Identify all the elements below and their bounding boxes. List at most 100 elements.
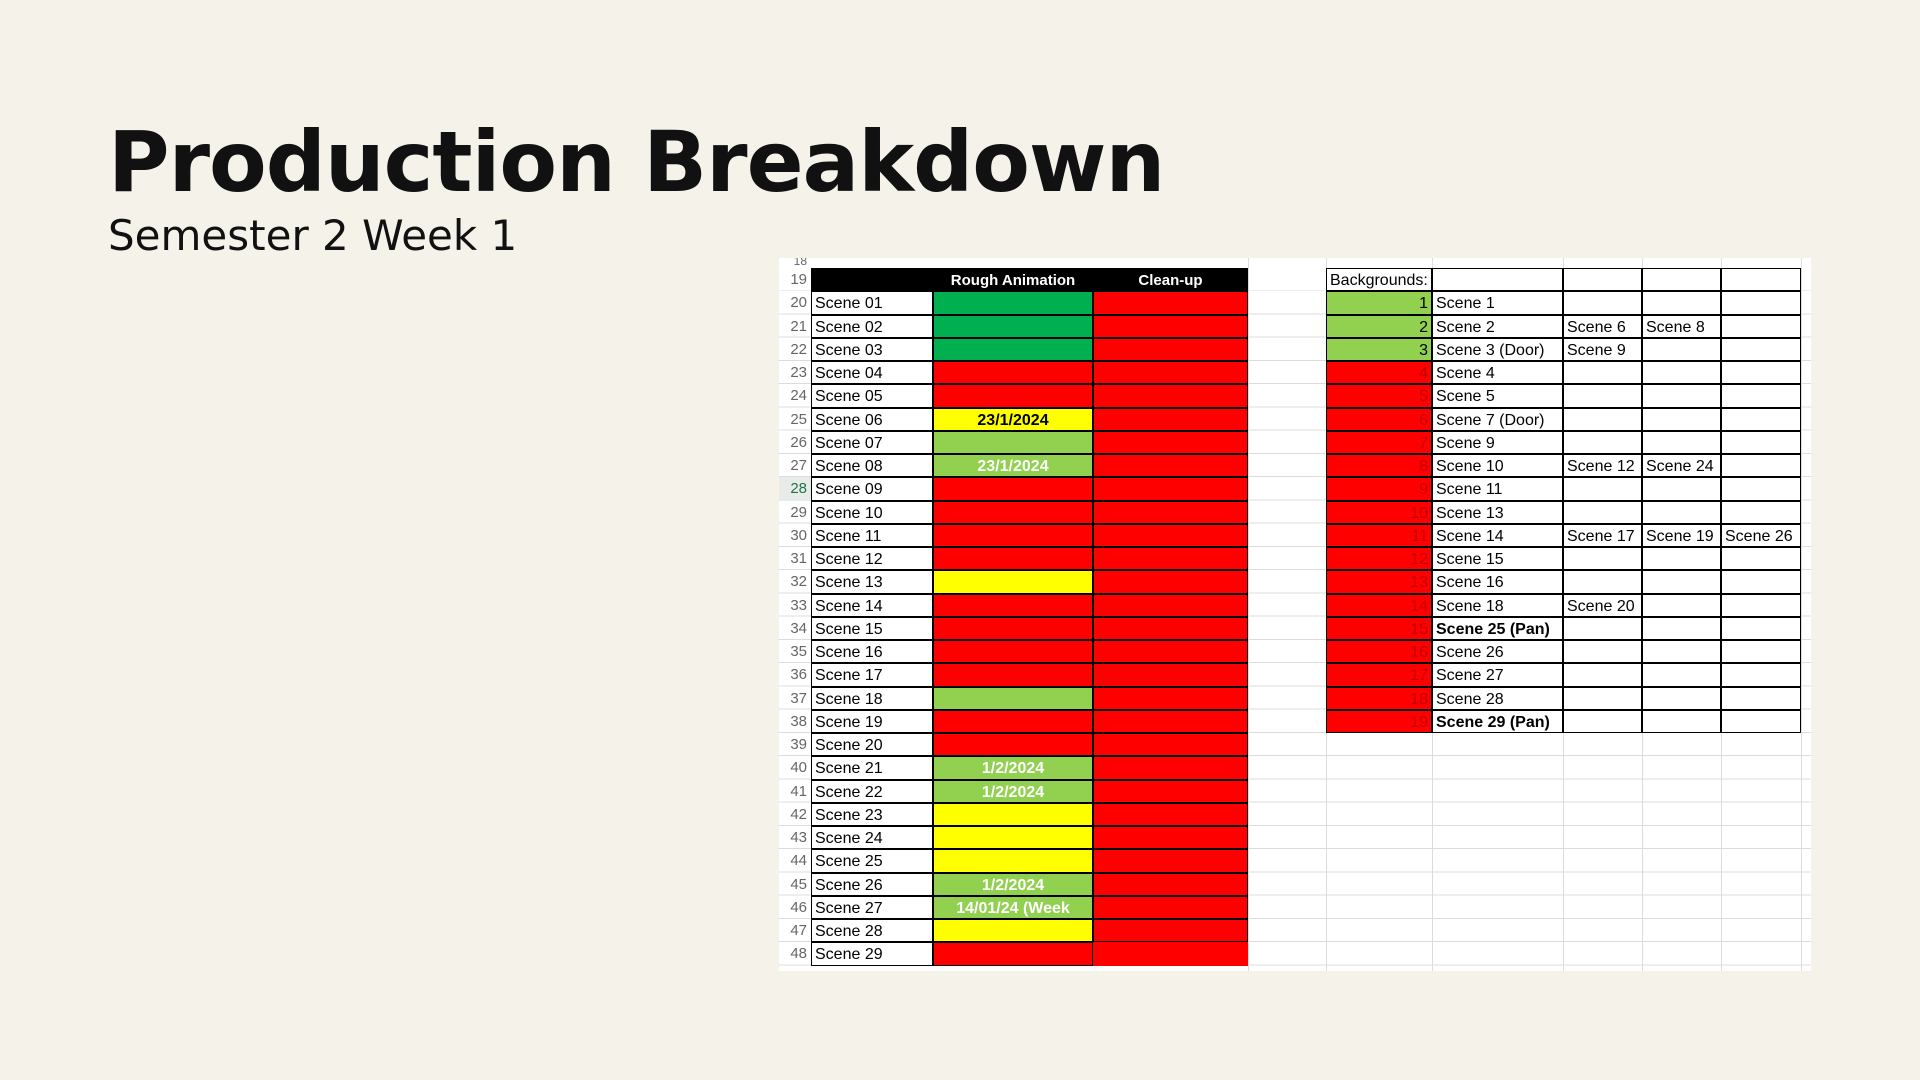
- scene-name-cell[interactable]: Scene 21: [811, 756, 933, 780]
- background-scene-cell[interactable]: [1642, 430, 1721, 454]
- row-number[interactable]: 31: [790, 550, 807, 567]
- scene-name-cell[interactable]: Scene 09: [811, 477, 933, 501]
- background-scene-cell[interactable]: [1563, 291, 1642, 315]
- rough-animation-cell[interactable]: [933, 547, 1093, 571]
- clean-up-cell[interactable]: [1093, 802, 1248, 826]
- header-backgrounds[interactable]: Backgrounds:: [1326, 268, 1432, 292]
- row-number[interactable]: 21: [790, 317, 807, 335]
- clean-up-cell[interactable]: [1093, 942, 1248, 966]
- clean-up-cell[interactable]: [1093, 826, 1248, 850]
- background-scene-cell[interactable]: [1721, 291, 1801, 315]
- clean-up-cell[interactable]: [1093, 663, 1248, 687]
- rough-animation-cell[interactable]: [933, 849, 1093, 873]
- rough-animation-cell[interactable]: 1/2/2024: [933, 872, 1093, 896]
- background-scene-cell[interactable]: [1642, 407, 1721, 431]
- row-number[interactable]: 42: [790, 805, 807, 823]
- background-number-cell[interactable]: 1: [1326, 291, 1432, 315]
- clean-up-cell[interactable]: [1093, 454, 1248, 478]
- scene-name-cell[interactable]: Scene 10: [811, 500, 933, 524]
- scene-name-cell[interactable]: Scene 15: [811, 616, 933, 640]
- background-scene-cell[interactable]: [1563, 570, 1642, 594]
- background-scene-cell[interactable]: Scene 10: [1432, 454, 1563, 478]
- background-scene-cell[interactable]: [1642, 384, 1721, 408]
- background-scene-cell[interactable]: Scene 4: [1432, 361, 1563, 385]
- background-scene-cell[interactable]: [1563, 686, 1642, 710]
- background-scene-cell[interactable]: Scene 3 (Door): [1432, 337, 1563, 361]
- rough-animation-cell[interactable]: [933, 709, 1093, 733]
- background-scene-cell[interactable]: Scene 25 (Pan): [1432, 616, 1563, 640]
- row-number[interactable]: 29: [790, 503, 807, 521]
- rough-animation-cell[interactable]: [933, 802, 1093, 826]
- clean-up-cell[interactable]: [1093, 849, 1248, 873]
- background-scene-cell[interactable]: Scene 14: [1432, 523, 1563, 547]
- background-number-cell[interactable]: 2: [1326, 314, 1432, 338]
- background-scene-cell[interactable]: [1642, 547, 1721, 571]
- clean-up-cell[interactable]: [1093, 733, 1248, 757]
- clean-up-cell[interactable]: [1093, 919, 1248, 943]
- background-scene-cell[interactable]: [1563, 477, 1642, 501]
- clean-up-cell[interactable]: [1093, 686, 1248, 710]
- bg-header-empty-cell[interactable]: [1642, 268, 1721, 292]
- background-scene-cell[interactable]: [1721, 384, 1801, 408]
- scene-name-cell[interactable]: Scene 13: [811, 570, 933, 594]
- background-scene-cell[interactable]: [1563, 361, 1642, 385]
- background-scene-cell[interactable]: Scene 28: [1432, 686, 1563, 710]
- clean-up-cell[interactable]: [1093, 616, 1248, 640]
- background-scene-cell[interactable]: [1642, 361, 1721, 385]
- background-scene-cell[interactable]: [1563, 709, 1642, 733]
- bg-header-empty-cell[interactable]: [1721, 268, 1801, 292]
- row-number[interactable]: 18: [793, 258, 807, 268]
- scene-name-cell[interactable]: Scene 17: [811, 663, 933, 687]
- clean-up-cell[interactable]: [1093, 709, 1248, 733]
- row-number[interactable]: 33: [790, 596, 807, 614]
- scene-name-cell[interactable]: Scene 08: [811, 454, 933, 478]
- background-number-cell[interactable]: 5: [1326, 384, 1432, 408]
- row-number[interactable]: 28: [779, 477, 811, 501]
- background-scene-cell[interactable]: [1563, 640, 1642, 664]
- background-number-cell[interactable]: 19: [1326, 709, 1432, 733]
- background-scene-cell[interactable]: Scene 26: [1721, 523, 1801, 547]
- rough-animation-cell[interactable]: [933, 361, 1093, 385]
- row-number[interactable]: 22: [790, 340, 807, 358]
- row-number[interactable]: 41: [790, 782, 807, 800]
- clean-up-cell[interactable]: [1093, 384, 1248, 408]
- rough-animation-cell[interactable]: [933, 384, 1093, 408]
- row-number[interactable]: 19: [790, 271, 807, 288]
- row-number[interactable]: 45: [790, 875, 807, 893]
- rough-animation-cell[interactable]: 23/1/2024: [933, 407, 1093, 431]
- row-number[interactable]: 38: [790, 712, 807, 730]
- scene-name-cell[interactable]: Scene 24: [811, 826, 933, 850]
- background-scene-cell[interactable]: [1642, 500, 1721, 524]
- clean-up-cell[interactable]: [1093, 477, 1248, 501]
- row-number[interactable]: 20: [790, 294, 807, 312]
- row-number[interactable]: 40: [790, 759, 807, 777]
- background-scene-cell[interactable]: [1642, 686, 1721, 710]
- rough-animation-cell[interactable]: [933, 663, 1093, 687]
- clean-up-cell[interactable]: [1093, 570, 1248, 594]
- background-scene-cell[interactable]: [1642, 570, 1721, 594]
- row-number[interactable]: 48: [790, 945, 807, 963]
- background-scene-cell[interactable]: [1642, 616, 1721, 640]
- background-number-cell[interactable]: 12: [1326, 547, 1432, 571]
- clean-up-cell[interactable]: [1093, 593, 1248, 617]
- background-scene-cell[interactable]: [1563, 547, 1642, 571]
- scene-name-cell[interactable]: Scene 28: [811, 919, 933, 943]
- clean-up-cell[interactable]: [1093, 756, 1248, 780]
- row-number[interactable]: 44: [790, 852, 807, 870]
- background-number-cell[interactable]: 18: [1326, 686, 1432, 710]
- background-number-cell[interactable]: 4: [1326, 361, 1432, 385]
- background-scene-cell[interactable]: [1721, 593, 1801, 617]
- background-scene-cell[interactable]: [1563, 616, 1642, 640]
- rough-animation-cell[interactable]: [933, 640, 1093, 664]
- background-scene-cell[interactable]: Scene 16: [1432, 570, 1563, 594]
- row-number[interactable]: 30: [790, 526, 807, 544]
- background-scene-cell[interactable]: [1721, 500, 1801, 524]
- background-scene-cell[interactable]: Scene 12: [1563, 454, 1642, 478]
- scene-name-cell[interactable]: Scene 12: [811, 547, 933, 571]
- clean-up-cell[interactable]: [1093, 640, 1248, 664]
- scene-name-cell[interactable]: Scene 19: [811, 709, 933, 733]
- scene-name-cell[interactable]: Scene 02: [811, 314, 933, 338]
- background-scene-cell[interactable]: [1642, 291, 1721, 315]
- scene-name-cell[interactable]: Scene 16: [811, 640, 933, 664]
- clean-up-cell[interactable]: [1093, 779, 1248, 803]
